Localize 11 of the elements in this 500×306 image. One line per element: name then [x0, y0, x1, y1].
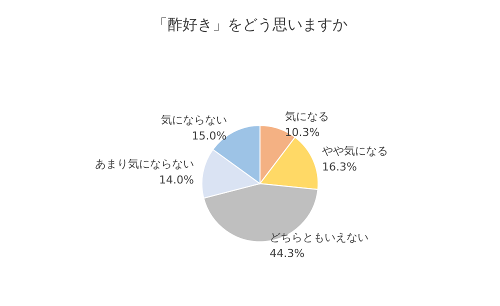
data-label: 44.3%	[270, 247, 305, 260]
slice-label: 気になる	[284, 110, 329, 124]
slice-label: どちらともいえない	[270, 231, 369, 244]
data-label: 15.0%	[192, 130, 227, 143]
slice-label: やや気になる	[322, 144, 388, 158]
slice-label: 気にならない	[160, 114, 227, 127]
data-label: 10.3%	[284, 126, 320, 140]
data-label: 14.0%	[158, 174, 194, 187]
slice-label: あまり気にならない	[94, 158, 194, 171]
chart-title: 「酢好き」をどう思いますか	[152, 16, 348, 34]
data-label: 16.3%	[322, 160, 357, 174]
